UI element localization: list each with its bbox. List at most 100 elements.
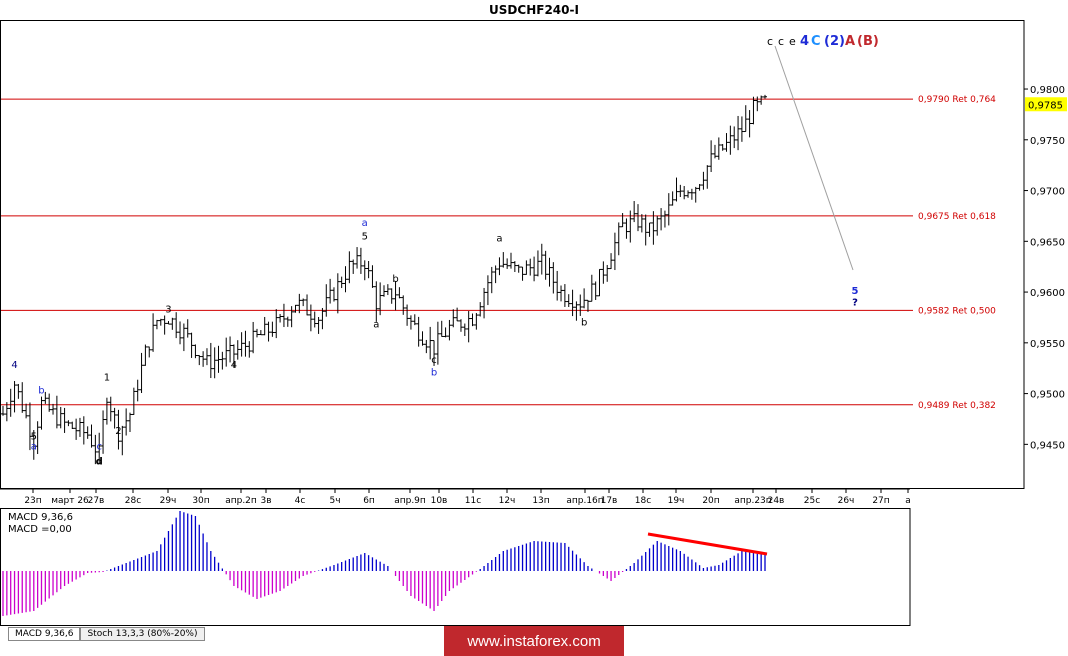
ohlc-bar [66,420,71,427]
wave-degree-label: c [767,35,773,48]
wave-label: a [31,441,37,452]
ohlc-bar [285,316,290,327]
ohlc-bar [636,204,640,232]
wave-degree-label: (2) [824,34,845,49]
ohlc-bar [520,266,525,281]
ohlc-bar [574,301,579,321]
wave-label: 4 [11,360,17,371]
macd-histogram [2,511,766,616]
ohlc-bar [420,331,425,346]
ohlc-bar [547,257,552,287]
x-tick-label: март 26 [51,496,89,506]
ohlc-bar [124,408,129,436]
ohlc-bar [12,381,17,413]
watermark-banner: www.instaforex.com [444,626,624,656]
ohlc-bar [62,407,67,433]
ohlc-bar [197,355,202,366]
ohlc-bar [43,391,48,404]
ohlc-bar [31,430,36,460]
ohlc-bar [389,288,394,304]
ohlc-bar [709,140,714,172]
ohlc-bar [428,326,433,360]
ohlc-bar [566,294,571,308]
ohlc-bar [489,266,494,294]
ohlc-bar [478,302,483,317]
tab-stoch[interactable]: Stoch 13,3,3 (80%-20%) [80,627,205,641]
x-tick-label: 26ч [838,496,855,506]
ohlc-bar [1,405,5,416]
target-label: 5 [852,286,859,297]
x-tick-label: 20п [702,496,719,506]
ohlc-bar [493,265,498,284]
ohlc-bar [181,323,186,352]
ohlc-bar [16,383,21,399]
ohlc-bar [347,251,352,284]
wave-label: a [362,218,368,229]
y-tick-label: 0,9450 [1030,440,1065,451]
wave-degree-label: (B) [857,34,879,49]
y-tick-label: 0,9550 [1030,339,1065,350]
ohlc-bar [701,171,706,190]
x-tick-label: 23п [24,496,41,506]
x-tick-label: 4с [295,496,306,506]
ohlc-bar [374,281,379,322]
ohlc-bar [632,201,637,223]
wave-degree-label: e [789,35,796,48]
wave-degree-label: A [845,34,855,49]
ohlc-bar [589,274,594,302]
tab-macd[interactable]: MACD 9,36,6 [8,627,81,641]
ohlc-bar [597,268,602,297]
x-tick-label: 19ч [668,496,685,506]
ohlc-bar [239,332,244,357]
ohlc-bar [154,319,159,330]
wave-label: b [38,386,44,397]
ohlc-bar [524,260,529,275]
ohlc-bar [466,311,471,343]
x-tick-label: 13п [532,496,549,506]
ohlc-bar [643,214,648,246]
wave-degree-label: 4 [800,34,809,49]
ohlc-bar [85,426,90,439]
ohlc-bar [551,262,556,294]
ohlc-bar [439,320,444,337]
ohlc-bar [724,133,729,152]
ohlc-bar [370,265,375,288]
ohlc-bar [474,312,479,330]
ohlc-bar [682,185,687,200]
ohlc-bar [293,304,298,313]
ohlc-bar [605,264,610,282]
ohlc-bar [670,191,675,206]
ohlc-bar [435,321,440,365]
ohlc-bar [647,222,652,237]
x-tick-label: 10в [431,496,448,506]
ohlc-bar [686,190,691,198]
ohlc-bar [678,184,683,198]
ohlc-bar [555,270,560,301]
ohlc-bar [147,346,152,358]
wave-label: b [581,318,587,329]
ohlc-bar [216,345,221,373]
x-tick-label: 5ч [329,496,340,506]
ohlc-bar [443,327,448,338]
ohlc-bar [224,337,229,367]
ohlc-bar [251,321,256,354]
retracement-label: 0,9582 Ret 0,500 [918,306,996,316]
ohlc-bar [408,315,413,330]
ohlc-bar [128,412,132,433]
x-tick-label: а [905,496,911,506]
x-tick-label: апр.23п [734,496,771,506]
ohlc-bar [70,421,75,430]
ohlc-bar [297,293,302,314]
current-price-box [1025,97,1067,112]
x-tick-label: 27в [88,496,105,506]
ohlc-bar [424,339,429,354]
ohlc-bar [74,418,79,440]
ohlc-bar [278,313,283,323]
ohlc-bar [482,287,487,319]
ohlc-bar [759,95,764,105]
ohlc-bar [316,316,321,334]
ohlc-bar [343,266,348,293]
ohlc-bar [101,410,106,454]
ohlc-bar [620,213,625,228]
